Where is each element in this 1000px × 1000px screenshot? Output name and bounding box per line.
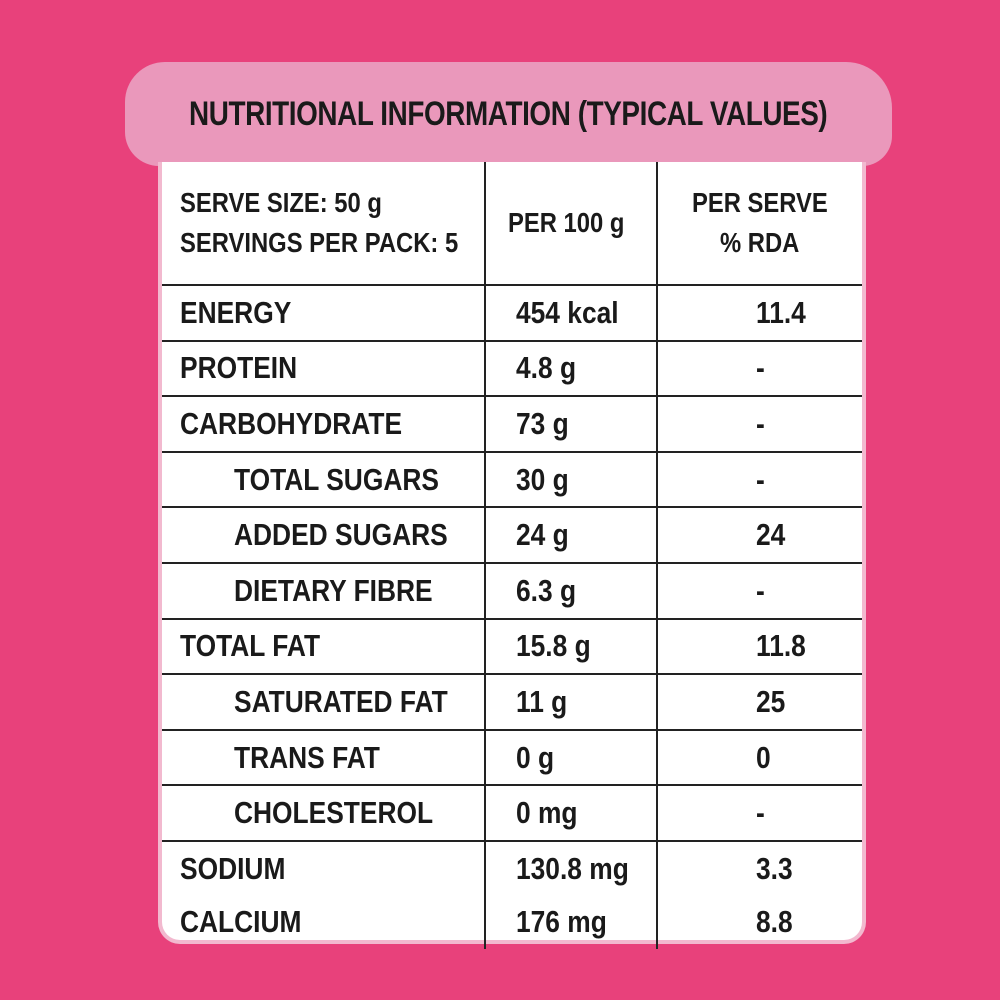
rda: 0: [756, 739, 771, 775]
row: SATURATED FAT 11 g 25: [162, 674, 862, 731]
per-100g: 454 kcal: [516, 294, 619, 330]
table: SERVE SIZE: 50 g SERVINGS PER PACK: 5 PER…: [162, 162, 862, 950]
cell: 0 mg: [485, 785, 658, 842]
per-100g: 4.8 g: [516, 350, 577, 386]
row: TOTAL SUGARS 30 g -: [162, 451, 862, 509]
serve-size: SERVE SIZE: 50 g: [180, 187, 382, 218]
nutrient: TOTAL FAT: [180, 628, 321, 664]
nutrient: ADDED SUGARS: [234, 517, 448, 553]
cell: 8.8: [657, 896, 862, 950]
cell: TOTAL SUGARS: [162, 451, 486, 509]
rda: 11.8: [756, 628, 806, 664]
rda: 8.8: [756, 904, 793, 940]
nutrient: CHOLESTEROL: [234, 795, 434, 831]
cell: 24: [657, 507, 862, 564]
per-100g: 176 mg: [516, 904, 607, 940]
cell: 11 g: [485, 674, 658, 731]
cell: PROTEIN: [162, 340, 486, 398]
cell: ADDED SUGARS: [162, 507, 486, 564]
row: CALCIUM 176 mg 8.8: [162, 895, 862, 950]
nutrition-table: SERVE SIZE: 50 g SERVINGS PER PACK: 5 PER…: [158, 162, 866, 950]
cell: SERVE SIZE: 50 g SERVINGS PER PACK: 5: [162, 162, 486, 286]
row: DIETARY FIBRE 6.3 g -: [162, 562, 862, 620]
cell: 30 g: [485, 451, 658, 509]
cell: 130.8 mg: [485, 840, 658, 896]
cell: CARBOHYDRATE: [162, 396, 486, 453]
title-banner: NUTRITIONAL INFORMATION (TYPICAL VALUES): [125, 62, 892, 166]
cell: PER SERVE % RDA: [657, 162, 862, 286]
row: TRANS FAT 0 g 0: [162, 729, 862, 787]
row: CHOLESTEROL 0 mg -: [162, 785, 862, 842]
rda: 25: [756, 683, 786, 719]
per-100g: 130.8 mg: [516, 850, 629, 886]
row: ADDED SUGARS 24 g 24: [162, 507, 862, 564]
nutrient: SATURATED FAT: [234, 683, 448, 719]
cell: 15.8 g: [485, 618, 658, 676]
cell: TRANS FAT: [162, 729, 486, 787]
rda: 3.3: [756, 850, 793, 886]
cell: 11.8: [657, 618, 862, 676]
cell: SATURATED FAT: [162, 674, 486, 731]
header-row: SERVE SIZE: 50 g SERVINGS PER PACK: 5 PER…: [162, 162, 862, 286]
cell: 24 g: [485, 507, 658, 564]
rda: -: [756, 572, 765, 608]
nutrient: CALCIUM: [180, 904, 302, 940]
nutrient: TOTAL SUGARS: [234, 461, 439, 497]
nutrient: ENERGY: [180, 294, 292, 330]
per-100g: 6.3 g: [516, 572, 577, 608]
nutrient: DIETARY FIBRE: [234, 572, 433, 608]
rda: 11.4: [756, 294, 806, 330]
cell: 11.4: [657, 285, 862, 342]
cell: 454 kcal: [485, 285, 658, 342]
nutrient: TRANS FAT: [234, 739, 380, 775]
row: ENERGY 454 kcal 11.4: [162, 285, 862, 342]
servings: SERVINGS PER PACK: 5: [180, 227, 459, 258]
col-header: PER SERVE: [692, 187, 828, 218]
rda: -: [756, 405, 765, 441]
nutrient: SODIUM: [180, 850, 286, 886]
cell: -: [657, 785, 862, 842]
cell: 25: [657, 674, 862, 731]
cell: 3.3: [657, 841, 862, 896]
cell: SODIUM: [162, 840, 486, 896]
cell: ENERGY: [162, 285, 486, 342]
cell: -: [657, 451, 862, 509]
cell: 176 mg: [485, 895, 658, 950]
per-100g: 30 g: [516, 461, 569, 497]
cell: 73 g: [485, 396, 658, 453]
cell: -: [657, 340, 862, 398]
row: SODIUM 130.8 mg 3.3: [162, 840, 862, 896]
row: PROTEIN 4.8 g -: [162, 340, 862, 398]
cell: TOTAL FAT: [162, 618, 486, 676]
nutrient: CARBOHYDRATE: [180, 405, 403, 441]
cell: 6.3 g: [485, 562, 658, 620]
cell: -: [657, 562, 862, 620]
rda: -: [756, 461, 765, 497]
per-100g: 73 g: [516, 405, 569, 441]
col-header: PER 100 g: [508, 207, 625, 238]
rda: 24: [756, 517, 786, 553]
per-100g: 24 g: [516, 517, 569, 553]
cell: 0: [657, 729, 862, 787]
per-100g: 0 g: [516, 739, 555, 775]
nutrient: PROTEIN: [180, 350, 298, 386]
col-header: % RDA: [720, 227, 800, 258]
cell: 0 g: [485, 729, 658, 787]
per-100g: 15.8 g: [516, 628, 591, 664]
cell: CALCIUM: [162, 895, 486, 950]
row: CARBOHYDRATE 73 g -: [162, 396, 862, 453]
cell: CHOLESTEROL: [162, 785, 486, 842]
rda: -: [756, 795, 765, 831]
rda: -: [756, 350, 765, 386]
cell: 4.8 g: [485, 340, 658, 398]
title: NUTRITIONAL INFORMATION (TYPICAL VALUES): [189, 94, 828, 133]
per-100g: 0 mg: [516, 795, 578, 831]
cell: PER 100 g: [485, 162, 658, 286]
per-100g: 11 g: [516, 683, 568, 719]
cell: DIETARY FIBRE: [162, 562, 486, 620]
cell: -: [657, 396, 862, 453]
row: TOTAL FAT 15.8 g 11.8: [162, 618, 862, 676]
